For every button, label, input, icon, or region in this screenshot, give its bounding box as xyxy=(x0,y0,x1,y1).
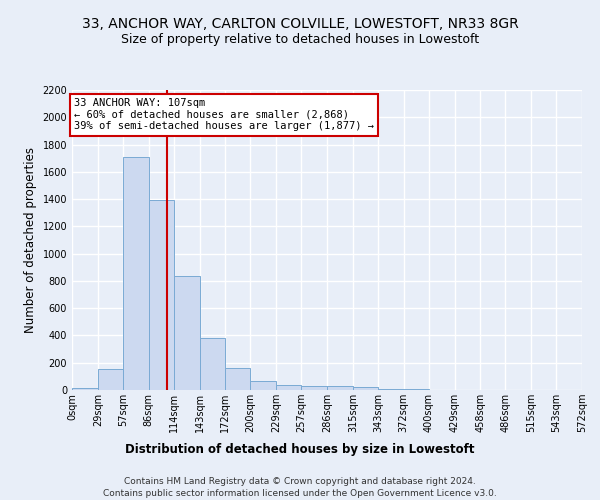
Text: Size of property relative to detached houses in Lowestoft: Size of property relative to detached ho… xyxy=(121,32,479,46)
Bar xyxy=(199,338,226,390)
Text: 33 ANCHOR WAY: 107sqm
← 60% of detached houses are smaller (2,868)
39% of semi-d: 33 ANCHOR WAY: 107sqm ← 60% of detached … xyxy=(74,98,374,132)
Text: Contains HM Land Registry data © Crown copyright and database right 2024.: Contains HM Land Registry data © Crown c… xyxy=(124,478,476,486)
Bar xyxy=(173,276,199,390)
Bar xyxy=(250,381,276,390)
Bar xyxy=(327,386,353,390)
Bar xyxy=(123,157,149,390)
Bar xyxy=(276,385,301,390)
Bar xyxy=(226,368,250,390)
Bar xyxy=(72,388,98,390)
Y-axis label: Number of detached properties: Number of detached properties xyxy=(24,147,37,333)
Bar xyxy=(378,388,404,390)
Text: Distribution of detached houses by size in Lowestoft: Distribution of detached houses by size … xyxy=(125,442,475,456)
Bar xyxy=(149,200,173,390)
Bar xyxy=(353,388,378,390)
Text: Contains public sector information licensed under the Open Government Licence v3: Contains public sector information licen… xyxy=(103,489,497,498)
Text: 33, ANCHOR WAY, CARLTON COLVILLE, LOWESTOFT, NR33 8GR: 33, ANCHOR WAY, CARLTON COLVILLE, LOWEST… xyxy=(82,18,518,32)
Bar xyxy=(98,369,123,390)
Bar xyxy=(301,386,327,390)
